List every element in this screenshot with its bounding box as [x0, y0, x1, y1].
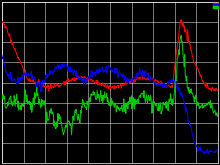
Legend: , , : , ,: [214, 3, 217, 8]
